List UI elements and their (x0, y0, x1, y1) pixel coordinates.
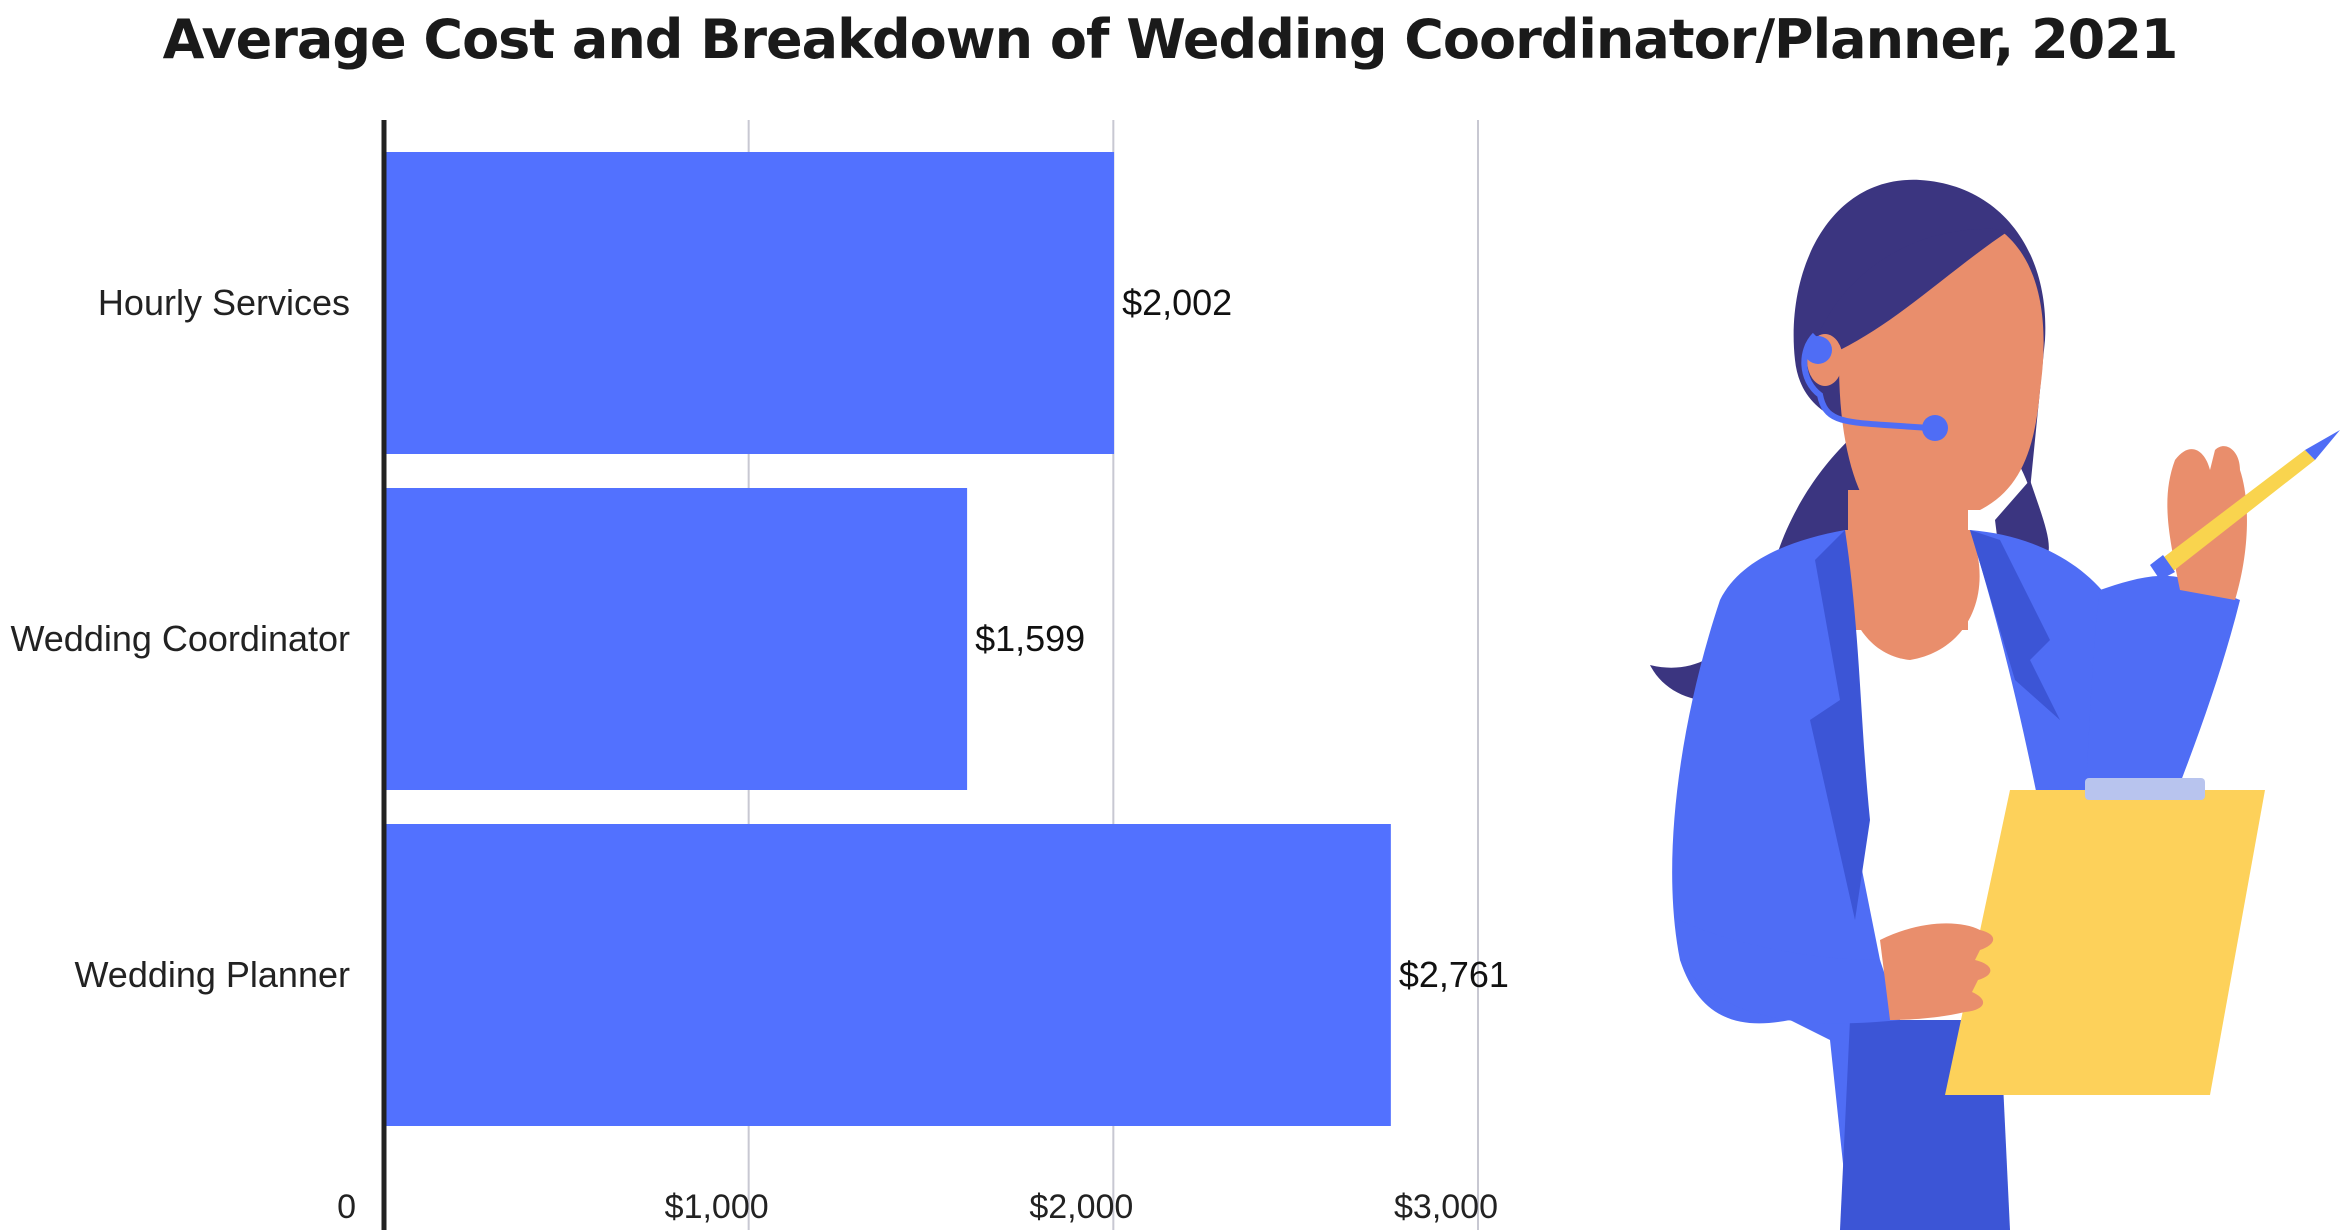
headset-earpiece-icon (1804, 336, 1832, 364)
x-tick-label: $1,000 (665, 1188, 769, 1226)
bar-chart: 0 $1,000 $2,000 $3,000 Hourly Services $2,002… (10, 120, 1509, 1230)
holding-hand (1880, 923, 1994, 1020)
category-label: Wedding Coordinator (10, 618, 350, 659)
fringe-shape (1810, 228, 2010, 360)
bars (384, 152, 1391, 1126)
woman-planner-illustration (1650, 179, 2340, 1230)
lower-arm (1680, 920, 1900, 1024)
jacket-right-lapel (1970, 530, 2060, 720)
labels: 0 $1,000 $2,000 $3,000 Hourly Services $2,002… (10, 282, 1509, 1226)
clipboard-shape (1945, 790, 2265, 1095)
bar-wedding-coordinator[interactable] (384, 488, 968, 790)
clipboard-clip (2085, 778, 2205, 800)
x-tick-label: $3,000 (1394, 1188, 1498, 1226)
value-label: $1,599 (975, 618, 1085, 659)
bar-wedding-planner[interactable] (384, 824, 1391, 1126)
headset-mic-icon (1922, 415, 1948, 441)
pen-cap (2150, 555, 2175, 580)
category-label: Hourly Services (98, 282, 350, 323)
x-tick-label: 0 (337, 1188, 356, 1226)
x-tick-label: $2,000 (1029, 1188, 1133, 1226)
jacket-left-lapel (1810, 530, 1870, 920)
neckline-shape (1842, 530, 1980, 660)
raised-hand (2167, 446, 2247, 600)
pen-tip (2305, 430, 2340, 460)
value-label: $2,761 (1399, 954, 1509, 995)
category-label: Wedding Planner (74, 954, 350, 995)
pen-icon (2160, 450, 2315, 572)
bar-hourly-services[interactable] (384, 152, 1115, 454)
chart-title: Average Cost and Breakdown of Wedding Co… (162, 8, 2179, 71)
value-label: $2,002 (1122, 282, 1232, 323)
